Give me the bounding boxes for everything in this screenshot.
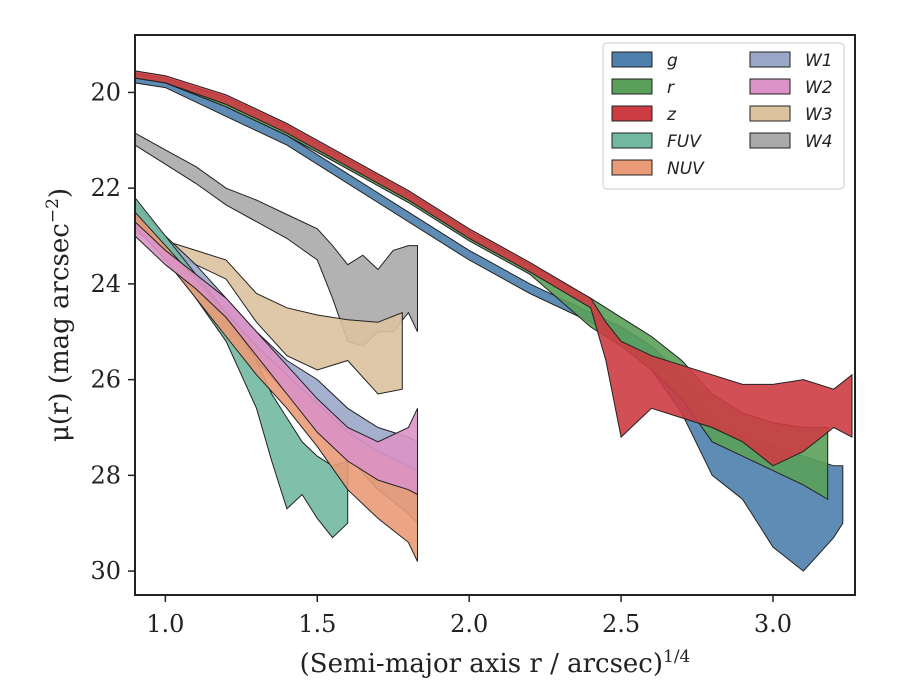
x-tick-label: 1.5 bbox=[298, 610, 336, 638]
legend-label-w3: W3 bbox=[805, 105, 833, 125]
x-axis-label: (Semi-major axis r / arcsec)1/4 bbox=[300, 647, 691, 679]
legend-swatch-w2 bbox=[749, 78, 791, 95]
legend-label-fuv: FUV bbox=[667, 132, 702, 152]
legend: grz FUV NUV W1 W2 W3 W4 bbox=[602, 42, 845, 190]
band-z bbox=[134, 70, 853, 467]
legend-label-g: g bbox=[667, 51, 678, 71]
legend-label-w2: W2 bbox=[805, 78, 833, 98]
legend-swatch-z bbox=[611, 105, 653, 122]
band-w3 bbox=[134, 215, 403, 395]
band-layer bbox=[134, 70, 853, 572]
y-axis-label: μ(r) (mag arcsec−2) bbox=[43, 188, 75, 442]
legend-label-z: z bbox=[666, 105, 677, 125]
legend-swatch-w4 bbox=[749, 132, 791, 149]
band-g bbox=[134, 77, 844, 572]
plot-frame bbox=[134, 34, 856, 596]
y-axis: 20 22 24 26 28 30 bbox=[90, 78, 135, 585]
y-tick-label: 28 bbox=[90, 461, 121, 489]
x-tick-label: 3.0 bbox=[754, 610, 792, 638]
x-tick-label: 2.0 bbox=[450, 610, 488, 638]
legend-swatch-g bbox=[611, 51, 653, 68]
x-tick-label: 1.0 bbox=[146, 610, 184, 638]
y-tick-label: 30 bbox=[90, 557, 121, 585]
legend-swatch-w1 bbox=[749, 51, 791, 68]
band-w4 bbox=[134, 132, 418, 347]
x-tick-label: 2.5 bbox=[602, 610, 640, 638]
x-axis: 1.0 1.5 2.0 2.5 3.0 bbox=[146, 595, 792, 638]
legend-label-w4: W4 bbox=[805, 132, 833, 152]
legend-label-w1: W1 bbox=[805, 51, 833, 71]
legend-label-r: r bbox=[667, 78, 675, 98]
y-tick-label: 24 bbox=[90, 270, 121, 298]
band-w2 bbox=[134, 220, 418, 496]
legend-swatch-nuv bbox=[611, 159, 653, 176]
legend-swatch-w3 bbox=[749, 105, 791, 122]
legend-swatch-r bbox=[611, 78, 653, 95]
y-tick-label: 26 bbox=[90, 366, 121, 394]
legend-swatch-fuv bbox=[611, 132, 653, 149]
legend-label-nuv: NUV bbox=[667, 159, 705, 179]
y-tick-label: 22 bbox=[90, 174, 121, 202]
y-tick-label: 20 bbox=[90, 78, 121, 106]
